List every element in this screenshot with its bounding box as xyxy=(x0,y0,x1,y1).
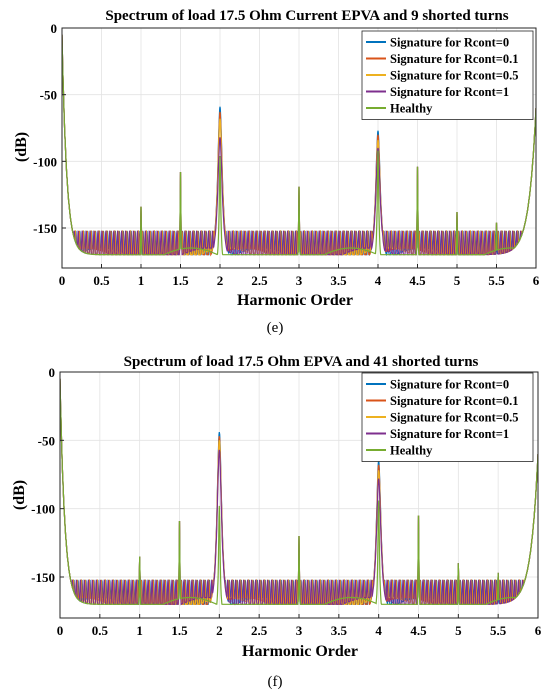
chart-f-xtick-label: 0 xyxy=(57,623,64,638)
chart-f-xtick-label: 3 xyxy=(296,623,303,638)
chart-e-xtick-label: 2 xyxy=(217,273,224,288)
chart-f-xtick-label: 4.5 xyxy=(410,623,427,638)
chart-e-xtick-label: 0 xyxy=(59,273,66,288)
chart-e-xtick-label: 3.5 xyxy=(330,273,347,288)
chart-e-xtick-label: 1.5 xyxy=(172,273,189,288)
chart-e-legend: Signature for Rcont=0 Signature for Rcont… xyxy=(361,30,534,120)
chart-f-legend-box xyxy=(361,372,534,462)
chart-e-title: Spectrum of load 17.5 Ohm Current EPVA a… xyxy=(105,8,508,24)
chart-f-legend: Signature for Rcont=0 Signature for Rcont… xyxy=(361,372,534,462)
chart-e-legend-box xyxy=(361,30,534,120)
chart-f-ylabel: (dB) xyxy=(11,480,28,510)
chart-f: Spectrum of load 17.5 Ohm EPVA and 41 sh… xyxy=(11,354,542,690)
chart-f-plot-area xyxy=(60,378,538,606)
chart-e-xtick-label: 5 xyxy=(454,273,461,288)
chart-e-xtick-label: 4.5 xyxy=(409,273,426,288)
chart-e-xtick-label: 3 xyxy=(296,273,303,288)
chart-e-legend-entry: Signature for Rcont=0.1 xyxy=(390,52,519,66)
chart-f-ytick-label: -150 xyxy=(31,570,55,585)
chart-e-ytick-label: 0 xyxy=(51,21,58,36)
chart-f-xlabel: Harmonic Order xyxy=(242,643,358,660)
chart-e-xtick-label: 4 xyxy=(375,273,382,288)
chart-f-xtick-label: 5.5 xyxy=(490,623,507,638)
chart-e-xtick-label: 1 xyxy=(138,273,145,288)
chart-e-xlabel: Harmonic Order xyxy=(237,292,353,309)
chart-f-legend-entry: Signature for Rcont=1 xyxy=(390,427,509,441)
chart-f-xtick-label: 5 xyxy=(455,623,462,638)
chart-f-ytick-label: -100 xyxy=(31,502,55,517)
chart-f-xtick-label: 4 xyxy=(375,623,382,638)
chart-e-legend-entry: Signature for Rcont=0.5 xyxy=(390,69,519,83)
chart-e-xtick-label: 2.5 xyxy=(251,273,268,288)
chart-e-ylabel: (dB) xyxy=(13,132,30,162)
chart-f-xtick-label: 1 xyxy=(136,623,143,638)
chart-f-legend-entry: Signature for Rcont=0.5 xyxy=(390,411,519,425)
chart-f-xtick-label: 6 xyxy=(535,623,542,638)
chart-f-legend-entry: Signature for Rcont=0 xyxy=(390,378,509,392)
chart-f-series-line xyxy=(60,378,538,605)
chart-f-title: Spectrum of load 17.5 Ohm EPVA and 41 sh… xyxy=(124,354,479,370)
chart-e-xtick-label: 5.5 xyxy=(488,273,505,288)
chart-e-xtick-label: 0.5 xyxy=(93,273,110,288)
chart-e: Spectrum of load 17.5 Ohm Current EPVA a… xyxy=(13,8,540,336)
chart-e-caption: (e) xyxy=(267,320,284,336)
chart-f-ytick-label: 0 xyxy=(49,365,56,380)
chart-f-xtick-label: 2 xyxy=(216,623,223,638)
chart-e-legend-entry: Healthy xyxy=(390,102,433,116)
chart-e-xtick-label: 6 xyxy=(533,273,540,288)
chart-f-xtick-label: 0.5 xyxy=(92,623,109,638)
chart-e-ytick-label: -100 xyxy=(33,154,57,169)
chart-f-caption: (f) xyxy=(268,674,283,690)
chart-f-xtick-label: 3.5 xyxy=(331,623,348,638)
chart-e-series-line xyxy=(62,34,536,256)
chart-e-ytick-label: -50 xyxy=(40,88,57,103)
chart-f-xtick-label: 2.5 xyxy=(251,623,268,638)
chart-e-ytick-label: -150 xyxy=(33,221,57,236)
chart-f-ytick-label: -50 xyxy=(38,433,55,448)
chart-f-legend-entry: Signature for Rcont=0.1 xyxy=(390,394,519,408)
chart-f-xtick-label: 1.5 xyxy=(171,623,188,638)
chart-e-plot-area xyxy=(62,34,536,257)
chart-e-legend-entry: Signature for Rcont=1 xyxy=(390,85,509,99)
chart-e-legend-entry: Signature for Rcont=0 xyxy=(390,36,509,50)
chart-f-legend-entry: Healthy xyxy=(390,444,433,458)
